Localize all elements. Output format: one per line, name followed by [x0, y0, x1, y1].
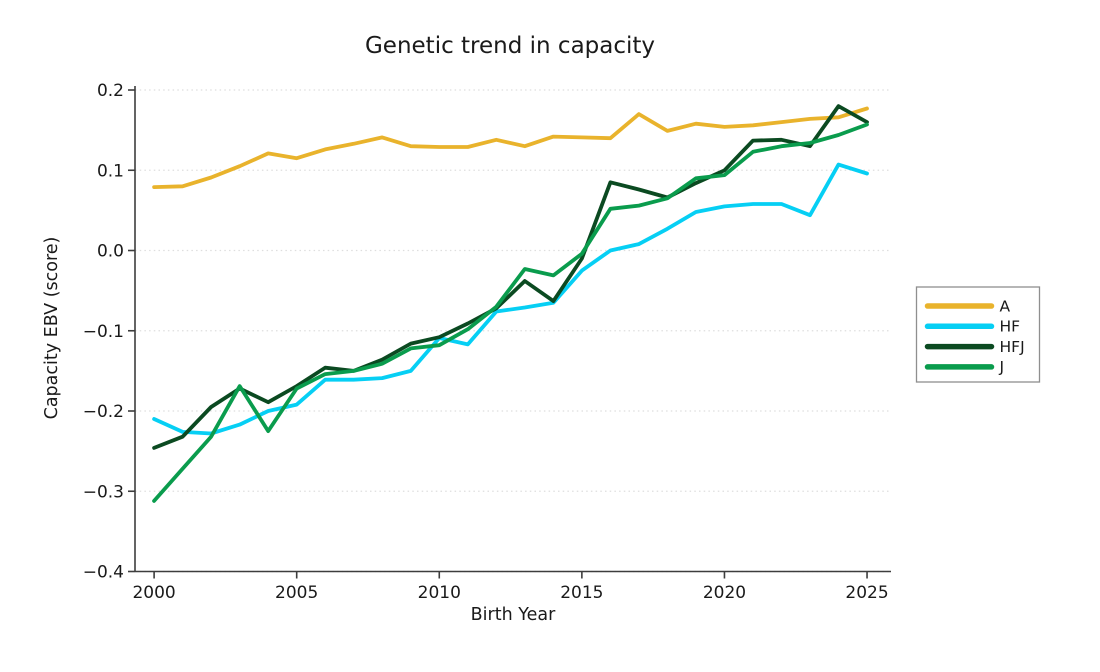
x-tick-label-5: 2025: [845, 583, 888, 603]
x-tick-label-1: 2005: [275, 583, 318, 603]
legend-label-a: A: [1000, 297, 1011, 315]
y-tick-label-6: −0.4: [83, 563, 124, 583]
x-axis-label: Birth Year: [471, 605, 556, 625]
y-tick-label-0: 0.2: [97, 81, 124, 101]
legend-label-j: J: [999, 358, 1005, 376]
series-line-hfj: [152, 104, 869, 450]
y-tick-label-3: −0.1: [83, 322, 124, 342]
x-tick-label-2: 2010: [418, 583, 461, 603]
y-axis-label: Capacity EBV (score): [42, 237, 62, 420]
y-tick-label-5: −0.3: [83, 482, 124, 502]
y-tick-label-4: −0.2: [83, 402, 124, 422]
x-tick-label-0: 2000: [132, 583, 175, 603]
y-tick-label-1: 0.1: [97, 161, 124, 181]
x-tick-label-3: 2015: [560, 583, 603, 603]
y-tick-label-2: 0.0: [97, 242, 124, 262]
series-line-j: [152, 122, 869, 503]
chart-title: Genetic trend in capacity: [365, 33, 655, 59]
x-tick-label-4: 2020: [703, 583, 746, 603]
series-line-a: [152, 106, 869, 190]
legend-label-hf: HF: [1000, 318, 1021, 336]
legend-label-hfj: HFJ: [1000, 338, 1025, 356]
series-line-hf: [152, 162, 869, 436]
